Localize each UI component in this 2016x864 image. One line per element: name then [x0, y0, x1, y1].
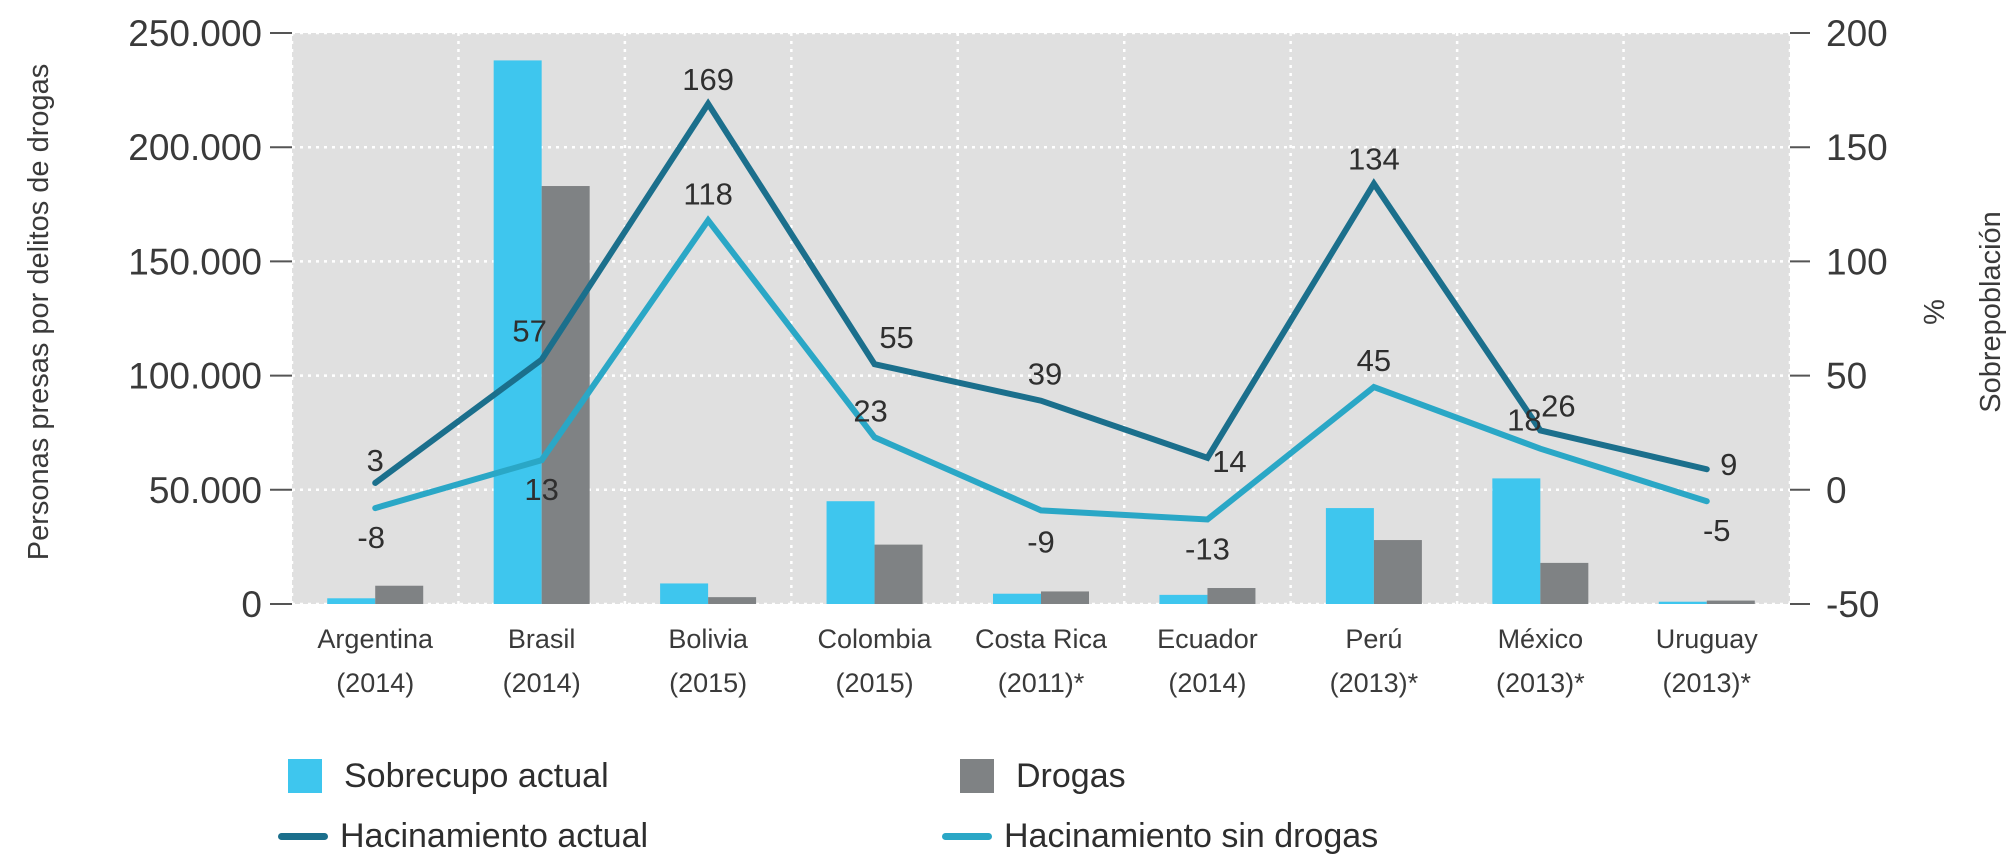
- bar-sobrecupo: [1325, 508, 1374, 604]
- bar-drogas: [541, 186, 590, 604]
- legend-item-sobrecupo: Sobrecupo actual: [288, 752, 609, 800]
- category-label-year: (2015): [836, 668, 914, 698]
- bars: [327, 60, 1755, 604]
- bar-sobrecupo: [826, 501, 875, 604]
- category-label-year: (2014): [503, 668, 581, 698]
- category-label-year: (2013)*: [1662, 668, 1751, 698]
- left-axis-tick-label: 150.000: [128, 241, 262, 282]
- data-label-hacinamiento-sin-drogas: 23: [853, 393, 887, 428]
- category-label-year: (2014): [336, 668, 414, 698]
- bar-drogas: [1373, 540, 1422, 604]
- right-axis-tick-label: 200: [1826, 13, 1888, 54]
- bar-sobrecupo: [493, 60, 542, 604]
- right-axis-tick-label: 150: [1826, 127, 1888, 168]
- bar-drogas: [874, 544, 923, 604]
- left-axis-tick-label: 100.000: [128, 356, 262, 397]
- data-label-hacinamiento-sin-drogas: -9: [1027, 524, 1055, 559]
- data-label-hacinamiento-sin-drogas: -13: [1185, 531, 1230, 566]
- bar-sobrecupo: [327, 598, 376, 604]
- right-axis-title-unit: %: [1919, 299, 1951, 325]
- left-axis-tick-label: 0: [241, 584, 262, 625]
- bar-sobrecupo: [1658, 601, 1707, 604]
- line-hacinamiento-sin-drogas: [372, 215, 1710, 523]
- legend-swatch-drogas: [960, 759, 994, 793]
- category-label-name: Bolivia: [668, 624, 749, 654]
- bar-sobrecupo: [1159, 594, 1208, 604]
- legend-item-hacinamiento-sin-drogas: Hacinamiento sin drogas: [942, 812, 1378, 860]
- data-label-hacinamiento-actual: 3: [367, 443, 384, 478]
- bar-drogas: [1540, 562, 1589, 604]
- right-axis-tick-label: 100: [1826, 241, 1888, 282]
- data-label-hacinamiento-sin-drogas: 13: [524, 472, 558, 507]
- category-label-name: México: [1498, 624, 1584, 654]
- bar-sobrecupo: [993, 593, 1041, 604]
- left-axis-tick-label: 250.000: [128, 13, 262, 54]
- legend-label-hacinamiento-actual: Hacinamiento actual: [340, 816, 649, 855]
- legend-label-drogas: Drogas: [1016, 756, 1126, 795]
- data-label-hacinamiento-sin-drogas: 45: [1357, 343, 1391, 378]
- data-label-hacinamiento-actual: 26: [1541, 388, 1575, 423]
- category-label-name: Colombia: [818, 624, 933, 654]
- category-label-name: Argentina: [317, 624, 434, 654]
- legend-swatch-hacinamiento-sin-drogas: [942, 832, 992, 840]
- category-label-year: (2011)*: [998, 668, 1085, 698]
- legend-label-sobrecupo: Sobrecupo actual: [344, 756, 609, 795]
- category-label-name: Costa Rica: [975, 624, 1108, 654]
- bar-drogas: [708, 597, 757, 604]
- data-label-hacinamiento-sin-drogas: 118: [683, 176, 732, 211]
- legend-item-drogas: Drogas: [960, 752, 1126, 800]
- legend-swatch-sobrecupo: [288, 759, 322, 793]
- legend: Sobrecupo actual Drogas Hacinamiento act…: [278, 752, 1488, 864]
- category-label-year: (2013)*: [1330, 668, 1419, 698]
- category-label-year: (2013)*: [1496, 668, 1585, 698]
- bar-drogas: [375, 585, 424, 604]
- lines: [372, 98, 1710, 523]
- data-label-hacinamiento-actual: 39: [1028, 357, 1062, 392]
- data-label-hacinamiento-actual: 9: [1720, 447, 1737, 482]
- category-label-year: (2015): [669, 668, 747, 698]
- right-axis-title: % Sobrepoblación: [1919, 211, 2007, 413]
- bar-sobrecupo: [1492, 478, 1541, 604]
- data-label-hacinamiento-actual: 14: [1212, 444, 1246, 479]
- category-label-name: Brasil: [508, 624, 576, 654]
- legend-label-hacinamiento-sin-drogas: Hacinamiento sin drogas: [1004, 816, 1379, 855]
- right-axis-tick-label: -50: [1826, 584, 1879, 625]
- data-label-hacinamiento-actual: 169: [682, 62, 734, 97]
- data-label-hacinamiento-actual: 57: [512, 314, 546, 349]
- legend-item-hacinamiento-actual: Hacinamiento actual: [278, 812, 648, 860]
- right-axis-tick-label: 50: [1826, 356, 1867, 397]
- data-label-hacinamiento-actual: 134: [1348, 142, 1400, 177]
- data-label-hacinamiento-sin-drogas: -8: [357, 520, 385, 555]
- right-axis-tick-label: 0: [1826, 470, 1847, 511]
- data-label-hacinamiento-sin-drogas: -5: [1703, 513, 1731, 548]
- bar-drogas: [1041, 591, 1089, 604]
- data-label-hacinamiento-sin-drogas: 18: [1507, 403, 1541, 438]
- data-labels: 3 57 169 55 39 14 134 26 9 -8 13 118 23 -9 -13 45 18 -5: [357, 62, 1737, 567]
- category-label-name: Uruguay: [1656, 624, 1759, 654]
- right-axis-title-text: Sobrepoblación: [1975, 211, 2007, 413]
- category-label-name: Perú: [1345, 624, 1402, 654]
- data-label-hacinamiento-actual: 55: [879, 320, 913, 355]
- left-axis-title: Personas presas por delitos de drogas: [23, 64, 55, 561]
- bar-sobrecupo: [660, 583, 709, 604]
- bar-drogas: [1706, 600, 1755, 604]
- category-label-name: Ecuador: [1157, 624, 1258, 654]
- category-label-year: (2014): [1168, 668, 1246, 698]
- line-hacinamiento-actual: [372, 98, 1710, 486]
- left-axis-tick-label: 50.000: [149, 470, 262, 511]
- axes: 0 50.000 100.000 150.000 200.000 250.000 -50 0 5…: [128, 13, 1887, 698]
- left-axis-tick-label: 200.000: [128, 127, 262, 168]
- bar-drogas: [1207, 588, 1256, 604]
- legend-swatch-hacinamiento-actual: [278, 832, 328, 840]
